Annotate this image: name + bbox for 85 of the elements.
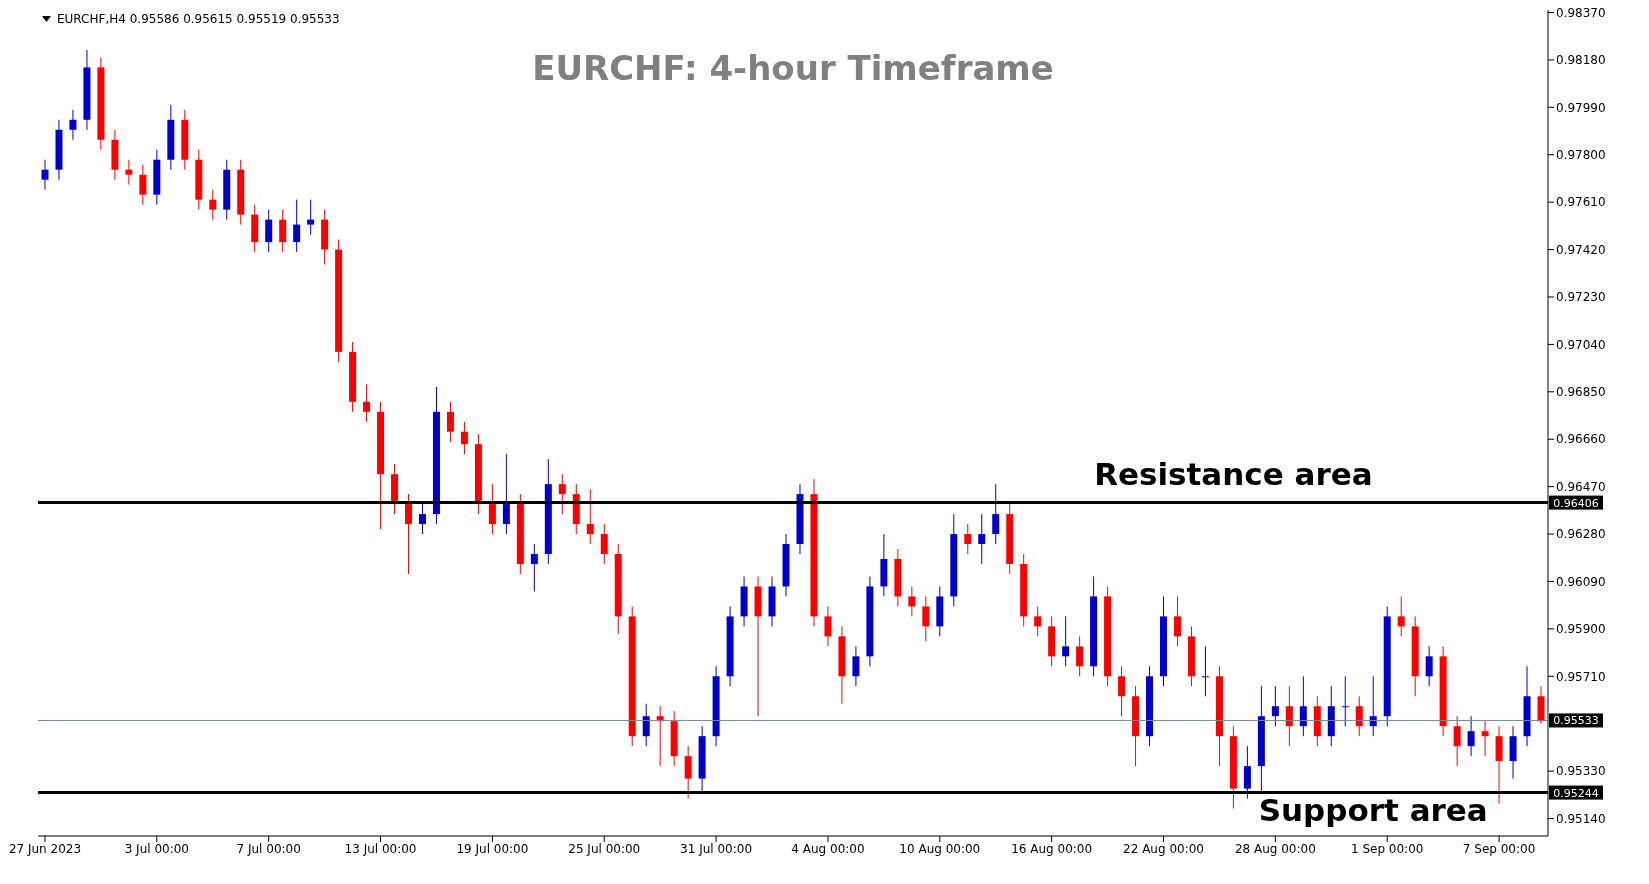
x-tick-label: 7 Sep 00:00: [1462, 841, 1536, 856]
candlestick: [1355, 695, 1363, 737]
candlestick: [419, 503, 426, 535]
x-tick-label: 16 Aug 00:00: [1011, 841, 1093, 856]
candlestick: [922, 595, 930, 642]
y-tick-label: 0.97230: [1556, 290, 1606, 305]
annotation: Resistance area: [1094, 455, 1373, 492]
y-tick-label: 0.97420: [1556, 242, 1606, 257]
text: EURCHF: 4-hour Timeframe: [531, 48, 1055, 88]
candlestick: [139, 164, 147, 206]
y-tick-label: 0.97990: [1556, 100, 1606, 115]
candlestick: [446, 401, 454, 443]
candlestick: [1243, 745, 1251, 800]
y-tick-label: 0.97040: [1556, 337, 1606, 352]
candlestick: [684, 745, 692, 800]
y-tick-label: 0.96850: [1556, 385, 1606, 400]
candlestick: [908, 585, 916, 617]
candlestick: [642, 703, 650, 747]
candlestick: [1299, 675, 1307, 737]
candlestick: [1285, 685, 1293, 747]
x-tick-label: 13 Jul 00:00: [344, 841, 417, 856]
candlestick: [502, 453, 510, 535]
candlestick: [530, 543, 538, 592]
y-tick-label: 0.97800: [1556, 148, 1606, 162]
candlestick: [125, 159, 133, 186]
candlestick: [405, 493, 413, 575]
candlestick: [824, 605, 832, 647]
candlestick: [1076, 635, 1084, 677]
candlestick: [600, 523, 608, 565]
candlestick: [1201, 645, 1209, 697]
y-tick-label: 0.95330: [1556, 764, 1606, 779]
candlestick: [293, 199, 301, 253]
candlestick: [1034, 605, 1042, 637]
y-tick-label: 0.95710: [1556, 669, 1606, 684]
candlestick: [279, 209, 287, 253]
x-tick-label: 1 Sep 00:00: [1350, 841, 1424, 856]
candlestick: [1481, 720, 1489, 757]
x-tick-label: 25 Jul 00:00: [568, 841, 641, 856]
candlestick: [964, 523, 972, 555]
candlestick: [41, 159, 49, 191]
candlestick: [558, 473, 566, 515]
candlestick: [307, 199, 315, 236]
y-tick-label: 0.96280: [1556, 527, 1606, 542]
candlestick: [1341, 675, 1349, 727]
candlestick: [460, 421, 468, 455]
candlestick: [1467, 715, 1475, 757]
ref-line-label: 0.96406: [1553, 496, 1599, 510]
candlestick: [69, 109, 77, 141]
candlestick: [209, 189, 217, 221]
candlestick: [992, 483, 1000, 545]
candlestick: [1425, 645, 1433, 687]
x-tick-label: 4 Aug 00:00: [791, 841, 865, 856]
x-tick-label: 28 Aug 00:00: [1234, 841, 1316, 856]
candlestick: [1397, 595, 1405, 637]
candlestick: [265, 209, 273, 253]
candlestick: [1118, 665, 1126, 717]
x-tick-label: 3 Jul 00:00: [124, 841, 190, 856]
candlestick: [978, 513, 986, 565]
x-tick-label: 10 Aug 00:00: [899, 841, 981, 856]
candlestick: [1369, 675, 1377, 737]
annotation: EURCHF,H4 0.95586 0.95615 0.95519 0.95533: [57, 12, 340, 26]
candlestick: [1174, 595, 1181, 647]
y-tick-label: 0.97610: [1556, 195, 1606, 210]
y-tick-label: 0.96090: [1556, 574, 1606, 589]
y-tick-label: 0.96470: [1556, 479, 1606, 494]
x-tick-label: 31 Jul 00:00: [680, 841, 753, 856]
candlestick: [1271, 685, 1279, 727]
candlestick: [852, 645, 860, 687]
candlestick: [586, 488, 594, 545]
x-tick-label: 19 Jul 00:00: [456, 841, 529, 856]
y-tick-label: 0.95900: [1556, 622, 1606, 637]
x-tick-label: 27 Jun 2023: [8, 841, 82, 856]
y-tick-label: 0.98180: [1556, 53, 1606, 68]
x-tick-label: 7 Jul 00:00: [236, 841, 301, 856]
y-tick-label: 0.95140: [1556, 811, 1606, 826]
y-tick-label: 0.98370: [1556, 5, 1606, 20]
ref-line-label: 0.95533: [1553, 714, 1599, 728]
candlestick: [1062, 615, 1070, 667]
candlestick: [1453, 715, 1461, 767]
annotation: Support area: [1258, 791, 1488, 828]
candlestick: [363, 383, 371, 423]
y-tick-label: 0.96660: [1556, 432, 1606, 447]
candlestick: [488, 483, 496, 535]
ref-line-label: 0.95244: [1553, 786, 1599, 800]
x-tick-label: 22 Aug 00:00: [1123, 841, 1204, 856]
